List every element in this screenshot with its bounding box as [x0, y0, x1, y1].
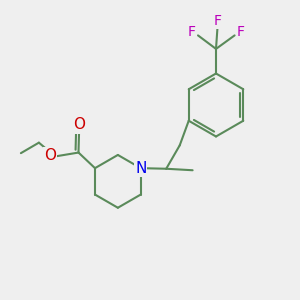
Text: F: F [188, 26, 196, 39]
Text: N: N [135, 161, 146, 176]
Text: O: O [73, 118, 85, 133]
Text: F: F [237, 26, 244, 39]
Text: O: O [44, 148, 56, 163]
Text: F: F [214, 14, 221, 28]
